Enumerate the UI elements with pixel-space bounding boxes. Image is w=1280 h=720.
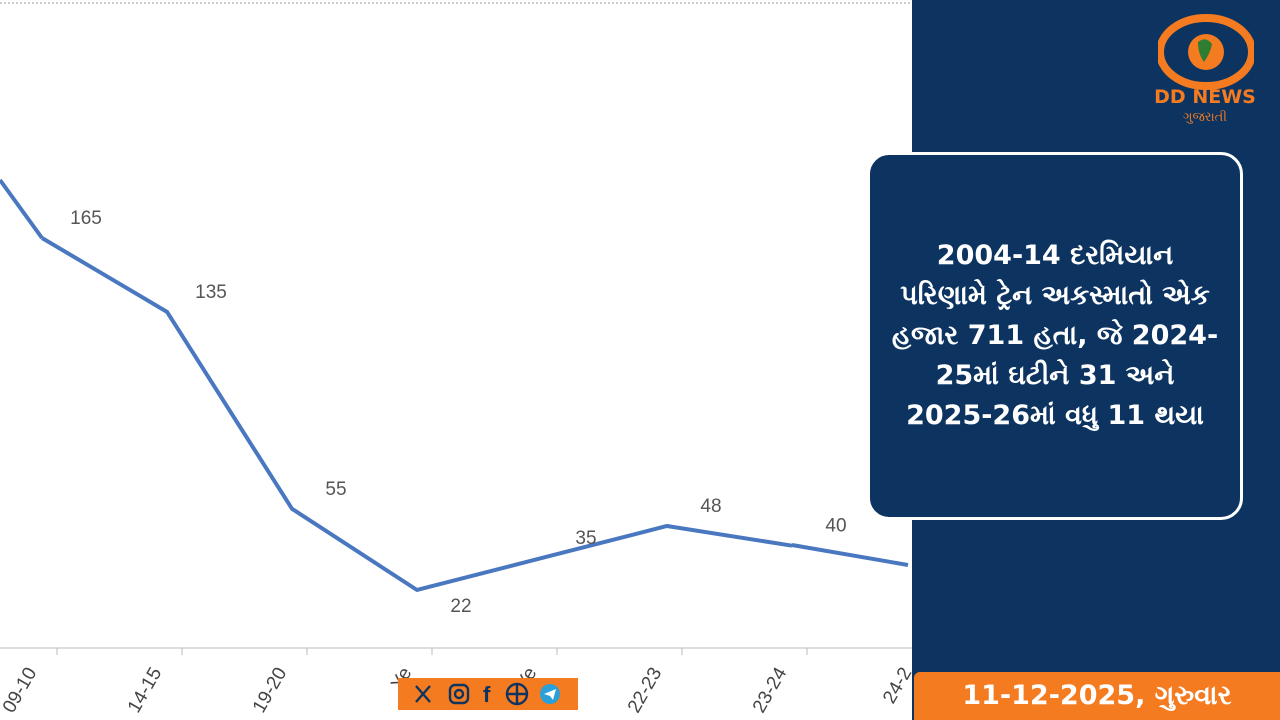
brand-name: DD NEWS [1154,86,1256,108]
headline-box: 2004-14 દરમિયાન પરિણામે ટ્રેન અકસ્માતો એ… [867,152,1243,520]
chart: 09-10 14-15 19-20 Ye Ye 22-23 23-24 24-21651355… [0,2,912,717]
date-bar: 11-12-2025, ગુરુવાર [914,672,1280,720]
line-continuation [0,178,44,240]
headline-line: હજાર 711 હતા, જે 2024- [891,320,1219,351]
data-label: 40 [825,516,846,537]
x-tick-label: 24-2 [879,664,912,707]
data-label: 165 [70,208,102,229]
data-label: 135 [195,282,227,303]
data-label: 35 [575,528,596,549]
logo [1158,14,1254,90]
data-line [40,236,793,592]
social-icons: f [398,678,578,710]
x-tick-label: 22-23 [624,664,666,717]
data-label: 22 [450,596,471,617]
svg-text:f: f [483,682,491,707]
headline-line: પરિણામે ટ્રેન અકસ્માતો એક [900,280,1210,311]
brand-subtitle: ગુજરાતી [1182,110,1228,125]
headline-line: 2025-26માં વધુ 11 થયા [906,400,1204,431]
headline-line: 25માં ઘટીને 31 અને [935,360,1175,391]
x-tick-label: 09-10 [0,664,41,717]
headline-line: 2004-14 દરમિયાન [936,240,1174,271]
data-label: 48 [700,496,721,517]
x-tick-label: 23-24 [749,664,792,717]
line-continuation [791,543,909,567]
x-tick-label: 19-20 [249,664,291,717]
data-label: 55 [325,479,346,500]
x-tick-label: 14-15 [124,664,166,717]
